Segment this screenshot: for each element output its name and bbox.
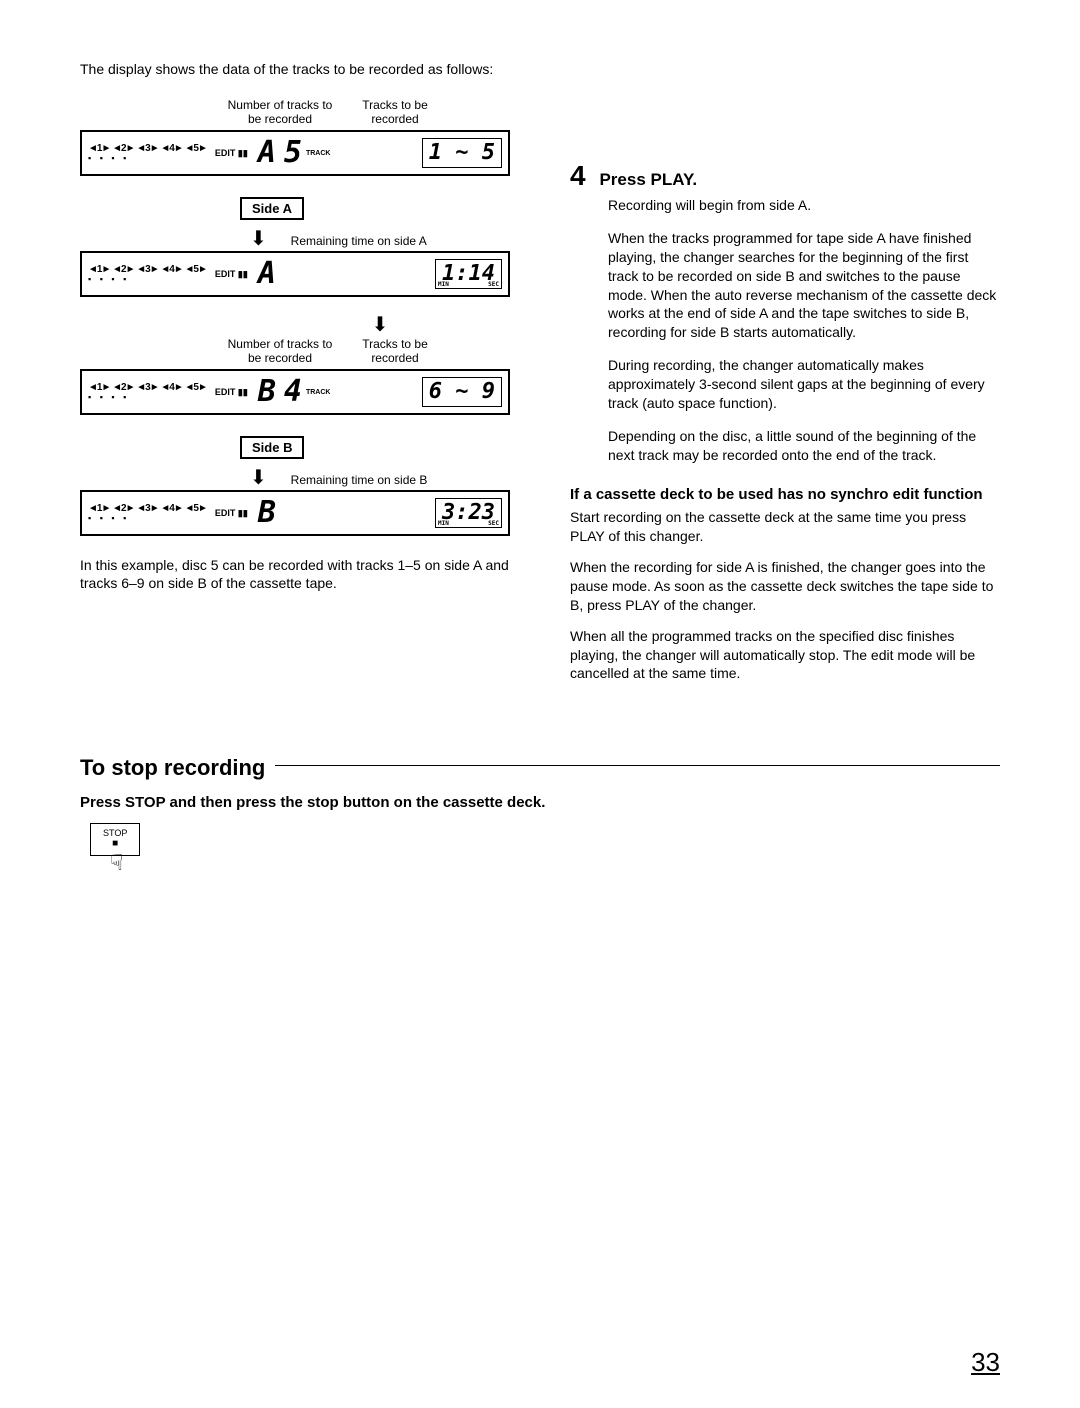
hand-pointer-icon: ☟ <box>110 850 1000 876</box>
disc-dots: ▪ ▪ ▪ ▪ <box>88 154 207 164</box>
arrow-down-icon: ⬇ <box>250 312 510 337</box>
label-num-tracks: Number of tracks to be recorded <box>220 98 340 126</box>
page-number: 33 <box>971 1347 1000 1378</box>
track-label: TRACK <box>306 150 331 157</box>
stop-heading: To stop recording <box>80 755 265 781</box>
remain-a-label: Remaining time on side A <box>291 234 427 248</box>
lcd-b-tracks: ◄1► ◄2► ◄3► ◄4► ◄5► ▪ ▪ ▪ ▪ EDIT ▮▮ B 4 … <box>80 369 510 415</box>
sub-heading: If a cassette deck to be used has no syn… <box>570 485 1000 505</box>
remain-time-a: 1:14 MIN SEC <box>435 259 502 289</box>
edit-label: EDIT ▮▮ <box>215 148 248 159</box>
arrow-down-icon: ⬇ <box>250 465 267 490</box>
side-letter-b: B <box>258 377 276 407</box>
track-count-a: 5 <box>284 138 302 168</box>
label-tracks-rec: Tracks to be recorded <box>340 98 450 126</box>
lcd-b-time: ◄1► ◄2► ◄3► ◄4► ◄5► ▪ ▪ ▪ ▪ EDIT ▮▮ B 3:… <box>80 490 510 536</box>
step-title: Press PLAY. <box>599 170 697 190</box>
labels-row-1: Number of tracks to be recorded Tracks t… <box>220 98 510 126</box>
lcd-a-tracks: ◄1► ◄2► ◄3► ◄4► ◄5► ▪ ▪ ▪ ▪ EDIT ▮▮ A 5 … <box>80 130 510 176</box>
labels-row-2: Number of tracks to be recorded Tracks t… <box>220 337 510 365</box>
sub-body: Start recording on the cassette deck at … <box>570 508 1000 683</box>
side-b-box: Side B <box>240 436 304 459</box>
stop-button-illustration: STOP ■ <box>90 823 140 856</box>
intro-text: The display shows the data of the tracks… <box>80 60 510 78</box>
side-letter-a: A <box>258 138 276 168</box>
track-range-a: 1 ~ 5 <box>422 138 502 168</box>
track-range-b: 6 ~ 9 <box>422 377 502 407</box>
example-text: In this example, disc 5 can be recorded … <box>80 556 510 592</box>
remain-time-b: 3:23 MIN SEC <box>435 498 502 528</box>
track-count-b: 4 <box>284 377 302 407</box>
stop-instruction: Press STOP and then press the stop butto… <box>80 793 1000 813</box>
step-body: Recording will begin from side A. When t… <box>608 196 1000 465</box>
step-number: 4 <box>570 160 586 192</box>
heading-rule <box>275 765 1000 766</box>
lcd-a-time: ◄1► ◄2► ◄3► ◄4► ◄5► ▪ ▪ ▪ ▪ EDIT ▮▮ A 1:… <box>80 251 510 297</box>
remain-b-label: Remaining time on side B <box>291 473 428 487</box>
side-a-box: Side A <box>240 197 304 220</box>
arrow-down-icon: ⬇ <box>250 226 267 251</box>
